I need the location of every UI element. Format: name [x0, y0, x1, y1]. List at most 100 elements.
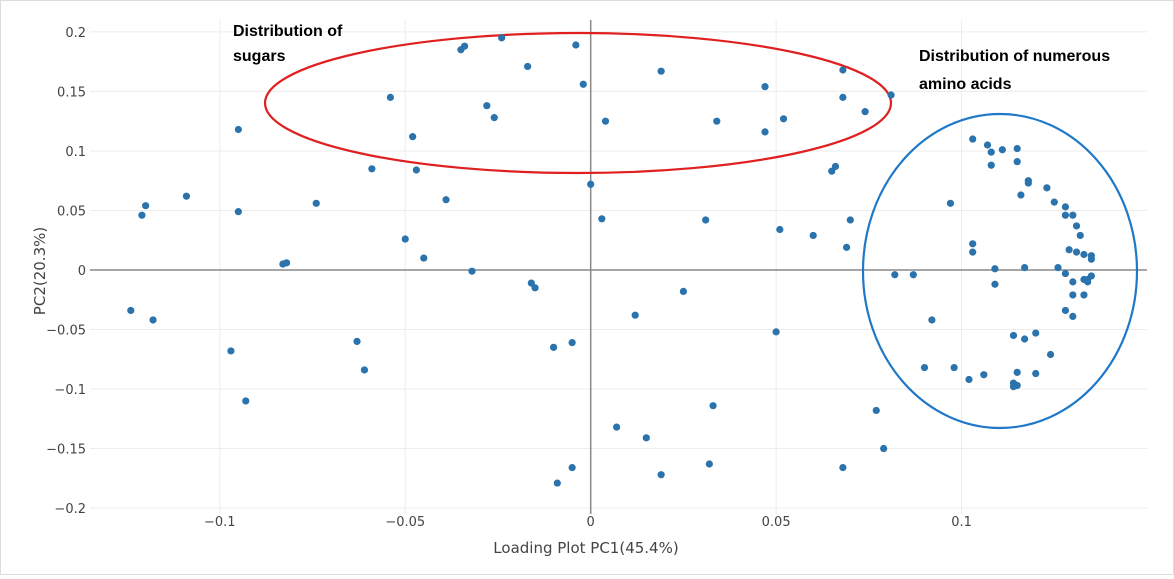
data-point — [312, 199, 320, 207]
data-point — [891, 271, 899, 279]
data-point — [880, 444, 888, 453]
amino-acids-annotation-line-1: Distribution of numerous — [919, 48, 1110, 65]
data-point — [839, 463, 847, 472]
data-point — [991, 280, 999, 288]
data-point — [1084, 278, 1092, 286]
data-point — [1032, 329, 1040, 337]
data-point — [642, 434, 650, 442]
x-tick-label: −0.1 — [204, 515, 236, 530]
x-tick-label: 0.05 — [762, 515, 791, 530]
data-point — [1061, 211, 1070, 219]
data-point — [149, 316, 157, 324]
data-point — [1080, 250, 1088, 259]
data-point — [587, 180, 595, 188]
data-point — [1072, 222, 1081, 230]
sugars-ellipse — [263, 31, 893, 175]
data-point — [1013, 158, 1021, 166]
x-axis-title: Loading Plot PC1(45.4%) — [493, 539, 678, 557]
data-point — [460, 42, 469, 50]
amino-acids-annotation-line-2: amino acids — [919, 76, 1012, 93]
data-point — [713, 117, 721, 125]
data-point — [1021, 263, 1029, 272]
data-point — [950, 363, 958, 372]
y-tick-label: −0.15 — [46, 443, 86, 458]
data-point — [761, 83, 769, 91]
data-point — [987, 148, 995, 156]
data-point — [490, 114, 498, 122]
data-point — [182, 192, 191, 200]
data-point — [234, 125, 242, 134]
data-point — [909, 271, 917, 279]
data-point — [761, 128, 769, 136]
data-point — [969, 248, 977, 256]
data-point — [598, 215, 606, 223]
data-point — [360, 366, 369, 374]
y-tick-label: 0 — [78, 264, 86, 279]
sugars-annotation-line-1: Distribution of — [233, 23, 343, 40]
grid-lines — [90, 20, 1147, 514]
data-point — [127, 306, 135, 315]
data-point — [831, 162, 840, 171]
data-point — [531, 284, 539, 292]
annotation-texts: Distribution of sugars Distribution of n… — [233, 23, 1110, 93]
data-point — [861, 108, 869, 116]
data-point — [442, 196, 450, 204]
zero-lines — [90, 20, 1147, 514]
data-point — [679, 287, 688, 296]
data-point — [809, 231, 817, 240]
x-tick-label: 0 — [587, 515, 595, 530]
data-point — [946, 199, 955, 207]
data-point — [138, 211, 146, 219]
x-tick-label: −0.05 — [385, 515, 425, 530]
y-tick-label: 0.15 — [57, 85, 86, 100]
data-point — [839, 66, 847, 74]
data-point — [872, 406, 880, 415]
data-point — [657, 67, 665, 75]
data-point — [1072, 248, 1081, 256]
data-point — [1024, 179, 1032, 187]
data-point — [1080, 291, 1088, 299]
y-tick-label: −0.2 — [54, 502, 86, 517]
data-point — [353, 337, 361, 345]
data-point — [839, 93, 847, 101]
data-point — [1050, 198, 1058, 206]
data-point — [142, 202, 150, 210]
data-point — [1087, 255, 1095, 263]
data-points — [127, 34, 1095, 487]
data-point — [579, 80, 587, 88]
data-point — [1032, 369, 1040, 378]
data-point — [601, 117, 610, 125]
data-point — [1061, 306, 1070, 315]
data-point — [842, 243, 851, 251]
data-point — [368, 165, 376, 173]
sugars-annotation-line-2: sugars — [233, 48, 286, 65]
data-point — [1069, 278, 1077, 286]
data-point — [282, 259, 291, 267]
data-point — [1013, 368, 1021, 376]
data-point — [1013, 144, 1021, 153]
amino-acids-ellipse — [861, 112, 1139, 430]
data-point — [1009, 383, 1018, 391]
y-tick-label: 0.2 — [65, 26, 86, 41]
data-point — [779, 115, 788, 123]
data-point — [657, 471, 665, 479]
data-point — [401, 235, 409, 243]
data-point — [709, 402, 717, 410]
data-point — [887, 91, 895, 99]
y-axis-title: PC2(20.3%) — [31, 227, 49, 315]
data-point — [969, 240, 977, 248]
data-point — [1069, 291, 1077, 299]
data-point — [705, 460, 713, 468]
data-point — [572, 41, 580, 49]
data-point — [1054, 263, 1062, 272]
data-point — [980, 371, 988, 379]
tick-labels: −0.1 −0.05 0 0.05 0.1 −0.2 −0.15 −0.1 −0.05 0 0.05… — [46, 26, 972, 530]
data-point — [1069, 211, 1077, 219]
data-point — [1043, 184, 1051, 192]
data-point — [772, 328, 780, 336]
data-point — [987, 161, 995, 169]
data-point — [1021, 335, 1029, 343]
data-point — [483, 102, 491, 110]
